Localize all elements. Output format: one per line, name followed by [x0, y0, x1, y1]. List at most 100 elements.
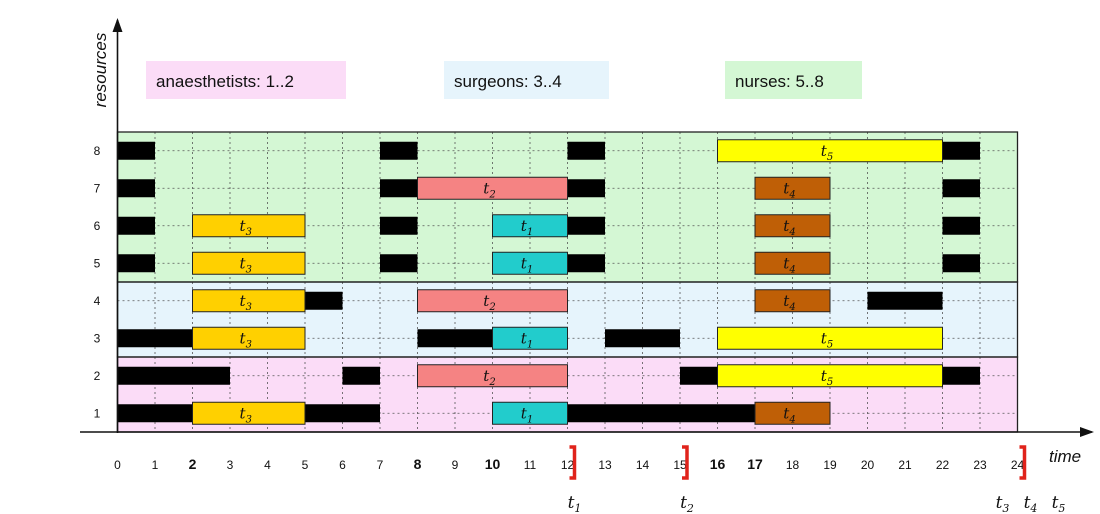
group-legend: anaesthetists: 1..2 surgeons: 3..4 nurses:… — [146, 61, 862, 99]
task-label-t1-r6: t1 — [521, 217, 533, 238]
deadline-label-1-0: t2 — [680, 493, 694, 514]
task-bar-t5-r3 — [717, 326, 943, 350]
x-tick-15: 15 — [673, 458, 687, 472]
x-tick-7: 7 — [377, 458, 384, 472]
task-label-t4-r7: t4 — [783, 179, 795, 200]
unavailable-bar-25 — [380, 141, 418, 160]
task-bar-t1-r6 — [492, 214, 568, 238]
tick-labels: 0 1 2 3 4 5 6 7 8 9 10 11 12 13 14 15 16 17 18 19 20 21 22 23 24… — [94, 144, 1025, 472]
x-axis-label: time — [1049, 447, 1081, 466]
deadline-label-2-0: t3 — [996, 493, 1010, 514]
x-tick-16: 16 — [710, 456, 726, 472]
unavailable-bar-10 — [305, 291, 343, 310]
unavailable-bar-2 — [567, 404, 755, 423]
legend-label-2: nurses: 5..8 — [735, 72, 824, 91]
axes: resources time — [80, 18, 1094, 466]
deadline-bracket-0 — [569, 445, 577, 480]
legend-box-0 — [146, 61, 346, 99]
y-tick-1: 1 — [94, 406, 101, 420]
x-tick-4: 4 — [264, 458, 271, 472]
x-tick-0: 0 — [114, 458, 121, 472]
unavailable-bar-22 — [567, 179, 605, 198]
legend-label-1: surgeons: 3..4 — [454, 72, 562, 91]
unavailable-bar-24 — [117, 141, 155, 160]
task-label-t3-r6: t3 — [240, 217, 252, 238]
task-label-t3-r1: t3 — [240, 404, 252, 425]
task-bar-t1-r3 — [492, 326, 568, 350]
y-tick-7: 7 — [94, 181, 101, 195]
x-tick-18: 18 — [786, 458, 800, 472]
unavailable-bar-21 — [380, 179, 418, 198]
task-label-t1-r5: t1 — [521, 254, 533, 275]
deadline-label-2-1: t4 — [1024, 493, 1038, 514]
y-tick-5: 5 — [94, 256, 101, 270]
x-tick-5: 5 — [302, 458, 309, 472]
task-label-t3-r5: t3 — [240, 254, 252, 275]
task-label-t4-r6: t4 — [783, 217, 795, 238]
task-bar-t3-r5 — [192, 251, 306, 275]
x-tick-22: 22 — [936, 458, 950, 472]
task-bar-t3-r1 — [192, 401, 306, 425]
unavailable-bar-0 — [117, 404, 193, 423]
task-bar-t2-r7 — [417, 176, 568, 200]
unavailable-bar-3 — [117, 366, 230, 385]
x-tick-12: 12 — [561, 458, 575, 472]
unavailable-bar-13 — [380, 254, 418, 273]
task-label-t4-r5: t4 — [783, 254, 795, 275]
y-tick-2: 2 — [94, 369, 101, 383]
unavailable-bar-5 — [680, 366, 718, 385]
task-bar-t4-r4 — [754, 289, 831, 313]
unavailable-bar-4 — [342, 366, 380, 385]
unavailable-bar-9 — [605, 329, 680, 348]
unavailable-bar-23 — [942, 179, 980, 198]
x-tick-23: 23 — [973, 458, 987, 472]
task-bar-t2-r2 — [417, 364, 568, 388]
x-tick-17: 17 — [747, 456, 763, 472]
task-bar-t5-r2 — [717, 364, 943, 388]
task-label-t4-r4: t4 — [783, 292, 795, 313]
task-label-t5-r3: t5 — [821, 329, 833, 350]
task-label-t3-r4: t3 — [240, 292, 252, 313]
task-label-t2-r4: t2 — [483, 292, 495, 313]
unavailable-bar-11 — [867, 291, 943, 310]
deadline-label-2-2: t5 — [1052, 493, 1066, 514]
y-tick-8: 8 — [94, 144, 101, 158]
task-bar-t1-r1 — [492, 401, 568, 425]
x-tick-10: 10 — [485, 456, 501, 472]
unavailable-bar-27 — [942, 141, 980, 160]
x-tick-24: 24 — [1011, 458, 1025, 472]
x-tick-9: 9 — [452, 458, 459, 472]
x-tick-19: 19 — [823, 458, 837, 472]
x-tick-14: 14 — [636, 458, 650, 472]
unavailable-bar-17 — [380, 216, 418, 235]
unavailable-bar-26 — [567, 141, 605, 160]
x-tick-1: 1 — [152, 458, 159, 472]
deadlines: t1 t2 t3 t4 t5 — [568, 445, 1066, 514]
task-label-t5-r8: t5 — [821, 142, 833, 163]
task-bar-t4-r1 — [754, 401, 831, 425]
deadline-bracket-2 — [1019, 445, 1027, 480]
x-tick-13: 13 — [598, 458, 612, 472]
task-label-t4-r1: t4 — [783, 404, 795, 425]
unavailable-bar-12 — [117, 254, 155, 273]
y-axis-label: resources — [91, 32, 110, 107]
x-tick-3: 3 — [227, 458, 234, 472]
x-tick-21: 21 — [898, 458, 912, 472]
unavailable-bar-7 — [117, 329, 193, 348]
unavailable-bar-16 — [117, 216, 155, 235]
task-bar-t4-r7 — [754, 176, 831, 200]
task-bar-t3-r4 — [192, 289, 306, 313]
task-bar-t2-r4 — [417, 289, 568, 313]
y-tick-4: 4 — [94, 294, 101, 308]
x-tick-20: 20 — [861, 458, 875, 472]
task-bar-t4-r5 — [754, 251, 831, 275]
x-tick-2: 2 — [189, 456, 197, 472]
legend-box-1 — [444, 61, 609, 99]
task-bar-t1-r5 — [492, 251, 568, 275]
deadline-bracket-1 — [682, 445, 689, 480]
task-label-t3-r3: t3 — [240, 329, 252, 350]
unavailable-bar-1 — [305, 404, 380, 423]
unavailable-bar-20 — [117, 179, 155, 198]
task-bar-t4-r6 — [754, 214, 831, 238]
